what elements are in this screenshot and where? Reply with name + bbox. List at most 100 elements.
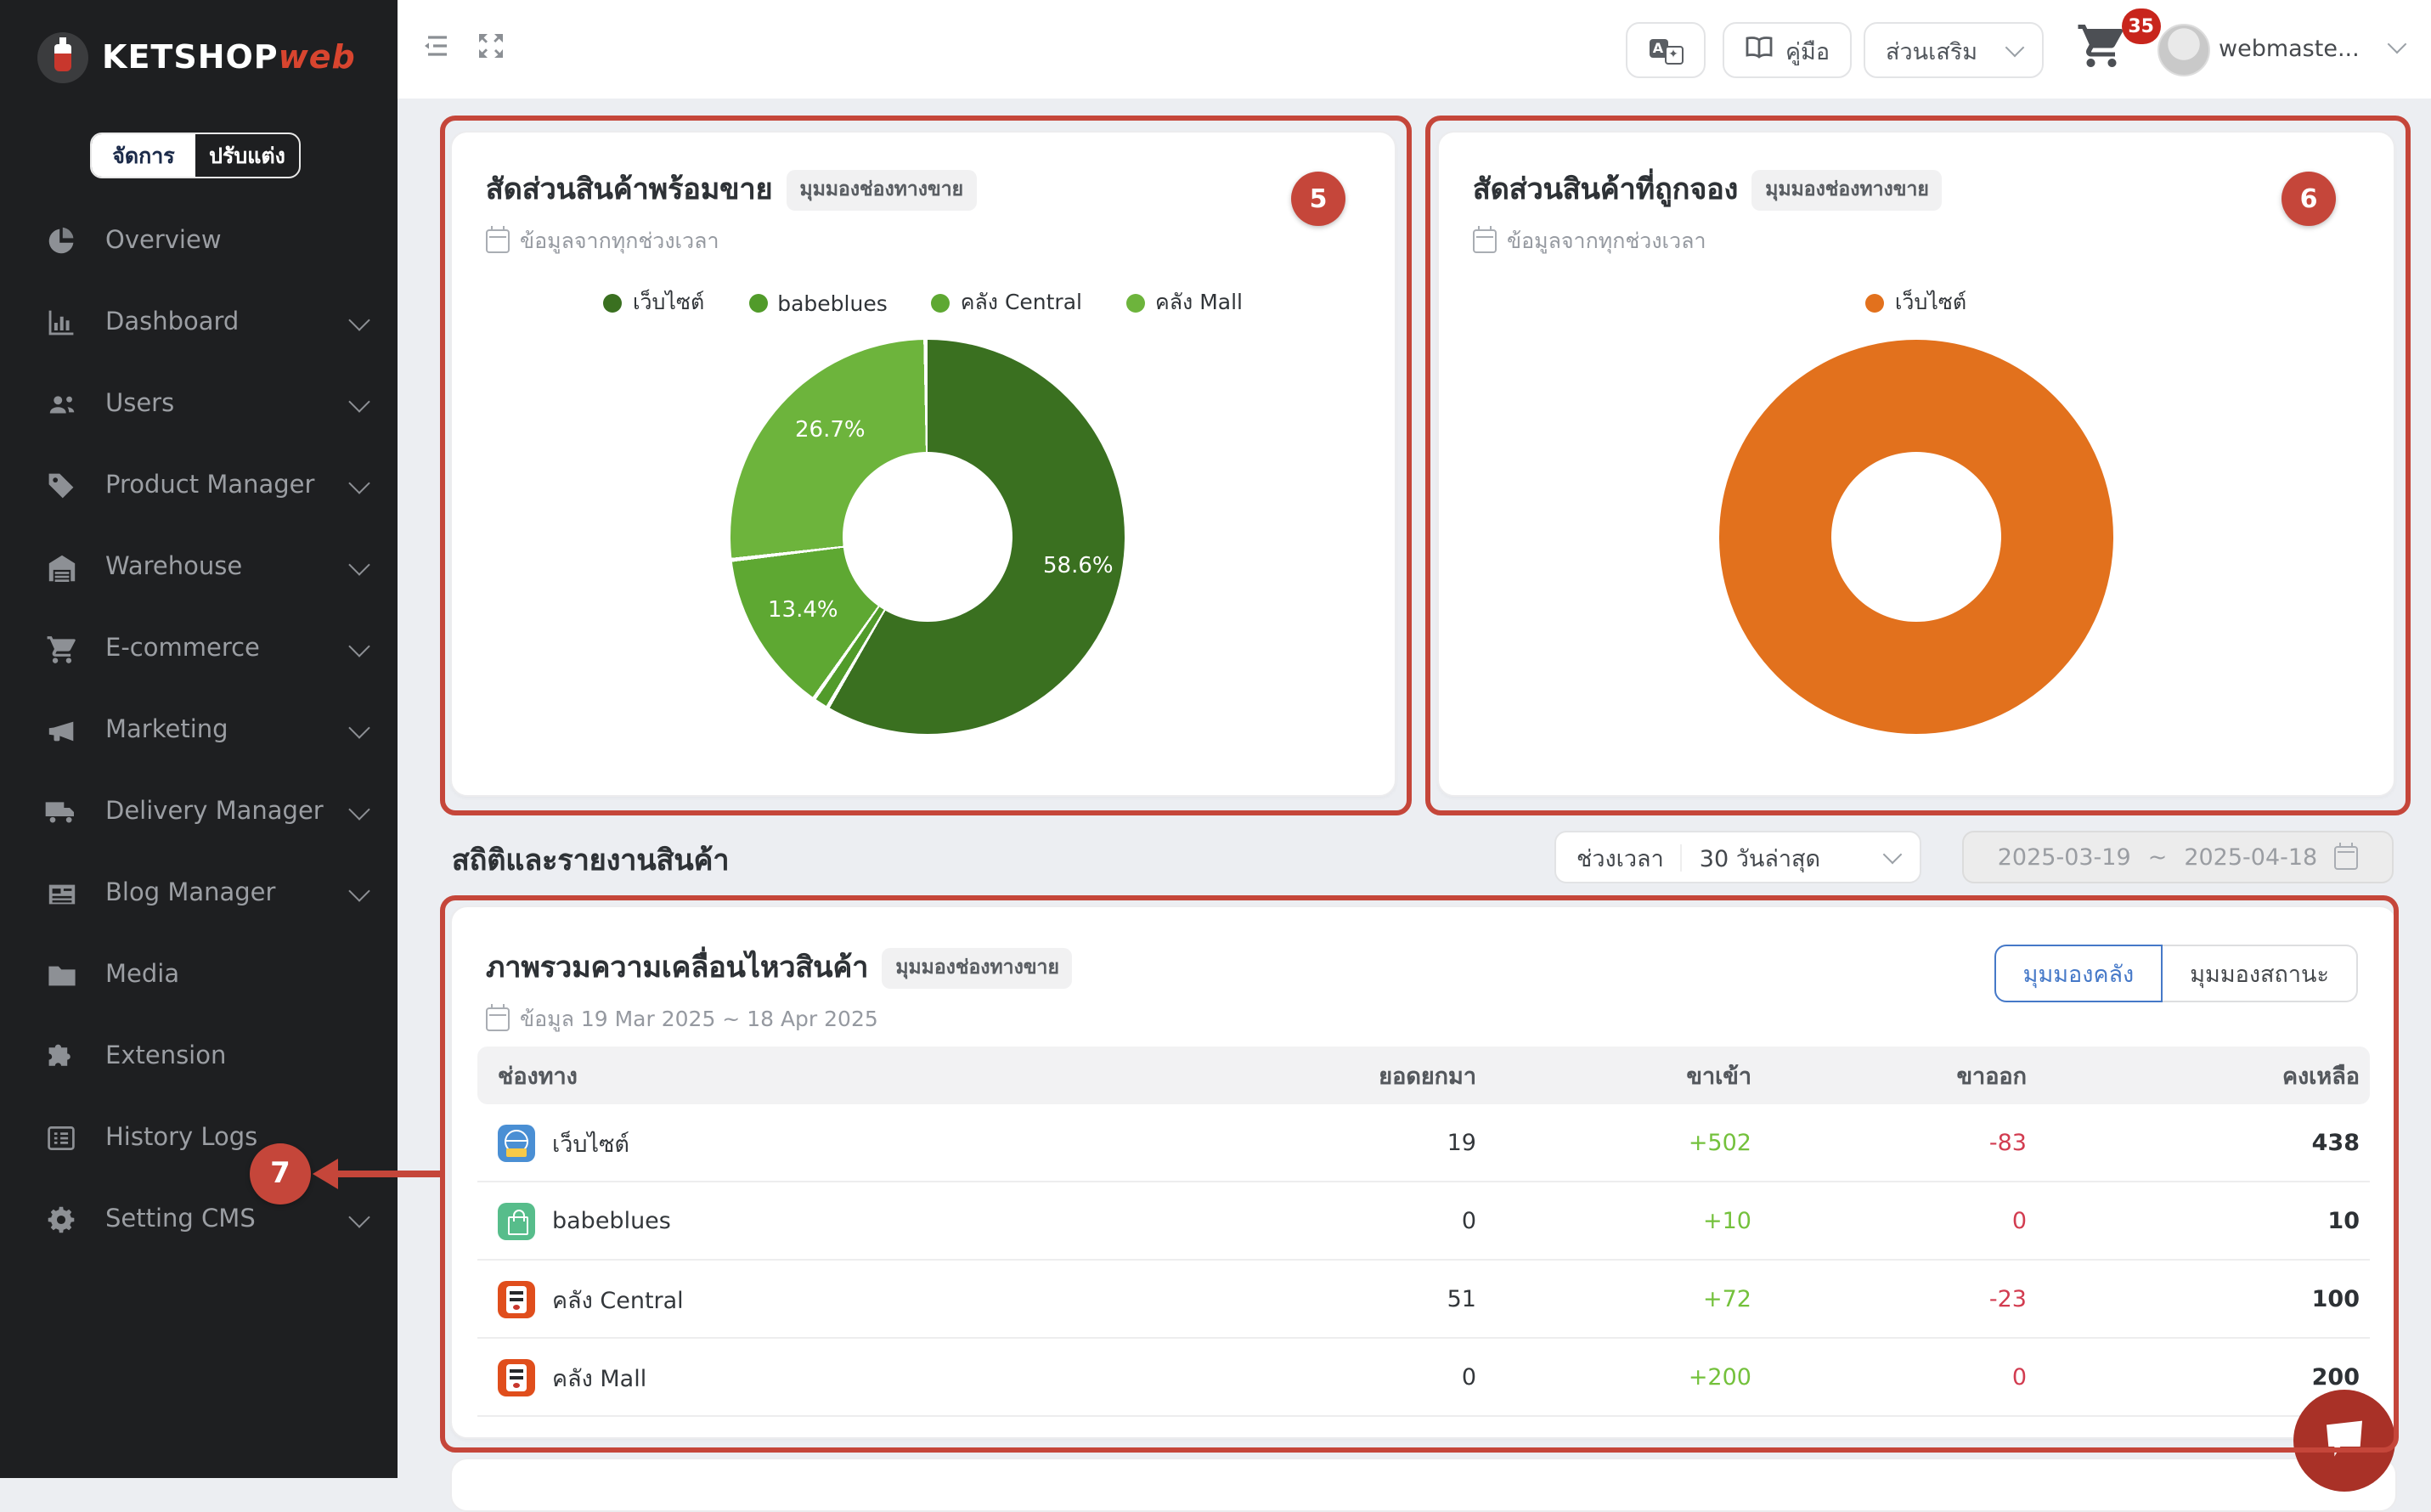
cart-button[interactable]: 35 (2076, 8, 2161, 88)
brand-name: KETSHOPweb (102, 39, 356, 76)
sidebar-item-label: Marketing (105, 717, 228, 744)
sidebar-item-label: Product Manager (105, 472, 315, 499)
sidebar-item-label: Overview (105, 228, 222, 255)
sidebar-collapse-icon[interactable] (421, 31, 452, 68)
chevron-down-icon (348, 308, 370, 330)
sidebar-item-users[interactable]: Users (0, 364, 398, 445)
reserved-donut-chart (1719, 340, 2113, 734)
chevron-down-icon (1882, 844, 1903, 865)
calendar-icon (1473, 226, 1497, 253)
table-row[interactable]: babeblues 0 +10 0 10 (477, 1182, 2370, 1261)
chevron-down-icon (2005, 37, 2025, 58)
customize-mode-button[interactable]: ปรับแต่ง (209, 142, 285, 167)
reserved-subtitle: ข้อมูลจากทุกช่วงเวลา (1507, 228, 1706, 253)
manual-button[interactable]: คู่มือ (1723, 22, 1853, 78)
ready-stock-legend: เว็บไซต์ babeblues คลัง Central คลัง Mal… (452, 285, 1395, 319)
brand-text: KETSHOP (102, 39, 279, 76)
chevron-down-icon (348, 635, 370, 657)
puzzle-icon (44, 1040, 78, 1074)
carry-value: 19 (1447, 1129, 1476, 1156)
divider (1680, 843, 1683, 871)
table-row[interactable]: เว็บไซต์ 19 +502 -83 438 (477, 1104, 2370, 1182)
legend-dot (1126, 293, 1145, 312)
addons-label: ส่วนเสริม (1886, 38, 1978, 65)
sidebar-item-dashboard[interactable]: Dashboard (0, 282, 398, 364)
legend-dot (931, 293, 950, 312)
column-header: ขาออก (1956, 1063, 2027, 1091)
sidebar-item-label: E-commerce (105, 635, 260, 663)
slice-label: 58.6% (1043, 554, 1114, 579)
sidebar-item-setting-cms[interactable]: Setting CMS (0, 1179, 398, 1261)
outflow-value: -83 (1988, 1129, 2027, 1156)
date-range-picker[interactable]: 2025-03-19 ~ 2025-04-18 (1962, 831, 2394, 883)
chat-bubble-button[interactable] (2293, 1390, 2395, 1492)
users-icon (44, 387, 78, 421)
ready-stock-card: สัดส่วนสินค้าพร้อมขาย มุมมองช่องทางขาย ข… (450, 131, 1396, 797)
sidebar-item-delivery-manager[interactable]: Delivery Manager (0, 771, 398, 853)
cart-count-badge: 35 (2121, 8, 2161, 44)
sidebar-item-marketing[interactable]: Marketing (0, 690, 398, 771)
movement-view-badge: มุมมองช่องทางขาย (882, 947, 1073, 988)
table-row[interactable]: คลัง Mall 0 +200 0 200 (477, 1339, 2370, 1417)
user-menu-chevron-icon[interactable] (2387, 34, 2407, 54)
mode-toggle: จัดการ ปรับแต่ง (90, 133, 301, 178)
legend-item: คลัง Mall (1126, 285, 1243, 319)
cart-icon (44, 632, 78, 666)
globe-channel-icon (498, 1124, 535, 1161)
folder-icon (44, 958, 78, 992)
list-icon (44, 1121, 78, 1155)
sidebar-item-extension[interactable]: Extension (0, 1016, 398, 1097)
ketshop-channel-icon (498, 1280, 535, 1317)
sidebar-item-warehouse[interactable]: Warehouse (0, 527, 398, 608)
translate-button[interactable]: A ✦ (1626, 22, 1706, 78)
brand-logo[interactable]: KETSHOPweb (0, 0, 398, 99)
carry-value: 51 (1447, 1285, 1476, 1312)
period-select[interactable]: ช่วงเวลา 30 วันล่าสุด (1554, 831, 1921, 883)
sidebar-item-overview[interactable]: Overview (0, 200, 398, 282)
warehouse-view-tab[interactable]: มุมมองคลัง (1994, 945, 2163, 1002)
addons-dropdown[interactable]: ส่วนเสริม (1864, 22, 2044, 78)
megaphone-icon (44, 714, 78, 748)
warehouse-icon (44, 550, 78, 584)
sidebar-item-blog-manager[interactable]: Blog Manager (0, 853, 398, 934)
pie-chart-icon (44, 224, 78, 258)
calendar-icon (486, 226, 510, 253)
date-start: 2025-03-19 (1997, 843, 2131, 871)
channel-name: คลัง Mall (552, 1365, 647, 1392)
chevron-down-icon (348, 879, 370, 901)
channel-name: babeblues (552, 1207, 671, 1234)
ready-stock-donut-chart: 58.6% 13.4% 26.7% (730, 340, 1125, 734)
carry-value: 0 (1461, 1207, 1476, 1234)
legend-item: babeblues (748, 285, 888, 319)
avatar[interactable] (2157, 24, 2210, 76)
fullscreen-icon[interactable] (477, 32, 505, 66)
chat-icon (2327, 1420, 2362, 1457)
outflow-value: 0 (2011, 1207, 2027, 1234)
inflow-value: +72 (1703, 1285, 1751, 1312)
annotation-badge-5: 5 (1291, 172, 1345, 226)
chevron-down-icon (348, 1205, 370, 1227)
username[interactable]: webmaste... (2219, 36, 2360, 63)
inflow-value: +502 (1688, 1129, 1751, 1156)
outflow-value: -23 (1988, 1285, 2027, 1312)
channel-name: เว็บไซต์ (552, 1131, 629, 1158)
topbar: A ✦ คู่มือ ส่วนเสริม 35 webmaste... (398, 0, 2431, 99)
sidebar-item-e-commerce[interactable]: E-commerce (0, 608, 398, 690)
next-card-partial (450, 1458, 2397, 1512)
movement-table: ช่องทาง ยอดยกมา ขาเข้า ขาออก คงเหลือ เว็… (477, 1047, 2370, 1417)
sidebar-item-media[interactable]: Media (0, 934, 398, 1016)
sidebar-item-label: Warehouse (105, 554, 243, 581)
bar-chart-icon (44, 306, 78, 340)
reserved-legend: เว็บไซต์ (1439, 285, 2394, 319)
sidebar-item-history-logs[interactable]: History Logs (0, 1097, 398, 1179)
sidebar-item-product-manager[interactable]: Product Manager (0, 445, 398, 527)
legend-item: คลัง Central (931, 285, 1082, 319)
status-view-tab[interactable]: มุมมองสถานะ (2163, 945, 2358, 1002)
remaining-value: 438 (2311, 1129, 2360, 1156)
brand-suffix-text: web (278, 39, 356, 76)
chevron-down-icon (348, 798, 370, 820)
period-label: ช่วงเวลา (1576, 845, 1664, 872)
translate-icon: A ✦ (1649, 37, 1683, 64)
table-row[interactable]: คลัง Central 51 +72 -23 100 (477, 1261, 2370, 1339)
manage-mode-button[interactable]: จัดการ (92, 134, 195, 177)
